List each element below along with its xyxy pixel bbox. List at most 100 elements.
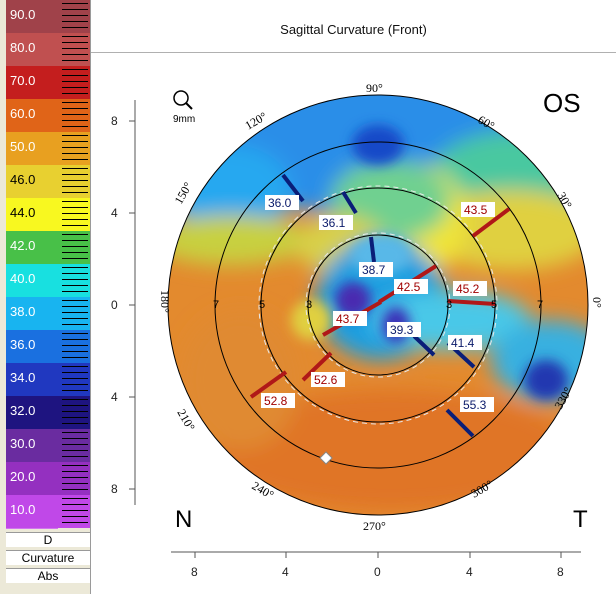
flat-meridian-marker: [412, 334, 436, 357]
scale-ticks: [58, 198, 90, 231]
map-panel: Sagittal Curvature (Front): [91, 0, 616, 594]
scale-value: 42.0: [10, 238, 36, 253]
scale-row: 70.0: [6, 66, 90, 100]
scale-swatch: 44.0: [6, 198, 58, 232]
scale-row: 38.0: [6, 297, 90, 331]
color-scale-legend: 90.0 80.0 70.0 60.0 50.0 46.0 44.0 42.0 40.0 38.0…: [0, 0, 91, 594]
svg-text:150°: 150°: [171, 180, 195, 207]
pupil-marker: [319, 451, 333, 465]
scale-swatch: 34.0: [6, 363, 58, 397]
svg-text:0°: 0°: [590, 297, 604, 308]
scale-value: 50.0: [10, 139, 36, 154]
scale-row: 32.0: [6, 396, 90, 430]
legend-mode: Abs: [6, 568, 90, 583]
eye-label: OS: [543, 88, 581, 118]
nasal-label: N: [175, 506, 193, 533]
scale-ticks: [58, 33, 90, 66]
svg-text:43.7: 43.7: [336, 312, 360, 326]
scale-ticks: [58, 231, 90, 264]
zone-rings: [167, 94, 589, 516]
scale-ticks: [58, 132, 90, 165]
scale-swatch: 38.0: [6, 297, 58, 331]
svg-text:270°: 270°: [363, 519, 386, 533]
svg-text:210°: 210°: [174, 407, 198, 434]
value-box-red: 52.8: [261, 393, 295, 408]
scale-swatch: 20.0: [6, 462, 58, 496]
svg-text:41.4: 41.4: [451, 336, 475, 350]
scale-ticks: [58, 0, 90, 33]
value-box-blue: 36.1: [319, 215, 353, 230]
scale-value: 36.0: [10, 337, 36, 352]
value-box-blue: 39.3: [387, 322, 421, 337]
scale-row: 46.0: [6, 165, 90, 199]
scale-value: 60.0: [10, 106, 36, 121]
scale-row: 20.0: [6, 462, 90, 496]
scale-row: 50.0: [6, 132, 90, 166]
topography-view[interactable]: 36.0 36.1 38.7 39.3 41.4 55.3 43.5 42.5 …: [91, 0, 616, 594]
scale-swatch: 40.0: [6, 264, 58, 298]
svg-text:36.0: 36.0: [268, 196, 292, 210]
scale-ticks: [58, 99, 90, 132]
svg-text:5: 5: [259, 299, 265, 311]
value-box-blue: 38.7: [359, 262, 393, 277]
scale-value: 90.0: [10, 7, 36, 22]
svg-text:3: 3: [446, 299, 452, 311]
scale-value: 20.0: [10, 469, 36, 484]
svg-text:55.3: 55.3: [463, 398, 487, 412]
scale-row: 44.0: [6, 198, 90, 232]
scale-value: 44.0: [10, 205, 36, 220]
legend-map-type: Curvature: [6, 550, 90, 565]
svg-text:8: 8: [111, 482, 118, 496]
svg-text:0: 0: [111, 298, 118, 312]
flat-meridian-marker: [369, 236, 376, 263]
scale-swatch: 50.0: [6, 132, 58, 166]
ring-labels: 7 5 3 3 5 7: [213, 299, 543, 311]
temporal-label: T: [573, 506, 588, 533]
svg-text:43.5: 43.5: [464, 203, 488, 217]
svg-text:52.8: 52.8: [264, 394, 288, 408]
scale-ticks: [58, 363, 90, 396]
scale-row: 36.0: [6, 330, 90, 364]
scale-row: 60.0: [6, 99, 90, 133]
steep-meridian-marker: [471, 207, 511, 238]
scale-row: 42.0: [6, 231, 90, 265]
svg-text:36.1: 36.1: [322, 216, 346, 230]
zoom-label: 9mm: [173, 114, 195, 125]
scale-value: 32.0: [10, 403, 36, 418]
scale-row: 80.0: [6, 33, 90, 67]
scale-swatch: 36.0: [6, 330, 58, 364]
svg-text:39.3: 39.3: [390, 323, 414, 337]
scale-swatch: 60.0: [6, 99, 58, 133]
zoom-icon[interactable]: 9mm: [173, 90, 195, 125]
svg-text:90°: 90°: [366, 81, 383, 95]
flat-meridian-marker: [445, 408, 475, 438]
value-box-blue: 36.0: [265, 195, 299, 210]
svg-text:4: 4: [466, 565, 473, 579]
scale-swatch: 10.0: [6, 495, 58, 529]
value-box-red: 45.2: [453, 281, 487, 296]
scale-value: 80.0: [10, 40, 36, 55]
svg-text:52.6: 52.6: [314, 373, 338, 387]
scale-swatch: 30.0: [6, 429, 58, 463]
svg-text:0: 0: [374, 565, 381, 579]
svg-text:3: 3: [306, 299, 312, 311]
scale-row: 30.0: [6, 429, 90, 463]
scale-value: 34.0: [10, 370, 36, 385]
scale-swatch: 80.0: [6, 33, 58, 67]
map-title: Sagittal Curvature (Front): [91, 8, 616, 53]
scale-row: 40.0: [6, 264, 90, 298]
svg-text:42.5: 42.5: [397, 280, 421, 294]
x-axis: 8 4 0 4 8: [171, 551, 581, 579]
scale-swatch: 90.0: [6, 0, 58, 34]
svg-text:4: 4: [282, 565, 289, 579]
steep-meridian-marker: [249, 370, 288, 399]
scale-ticks: [58, 462, 90, 495]
scale-ticks: [58, 495, 90, 528]
y-axis: 8 4 0 4 8: [111, 100, 136, 505]
svg-text:7: 7: [537, 299, 543, 311]
meridian-values: 36.0 36.1 38.7 39.3 41.4 55.3 43.5 42.5 …: [261, 195, 495, 412]
legend-unit: D: [6, 532, 90, 547]
value-box-red: 52.6: [311, 372, 345, 387]
scale-value: 40.0: [10, 271, 36, 286]
scale-value: 46.0: [10, 172, 36, 187]
